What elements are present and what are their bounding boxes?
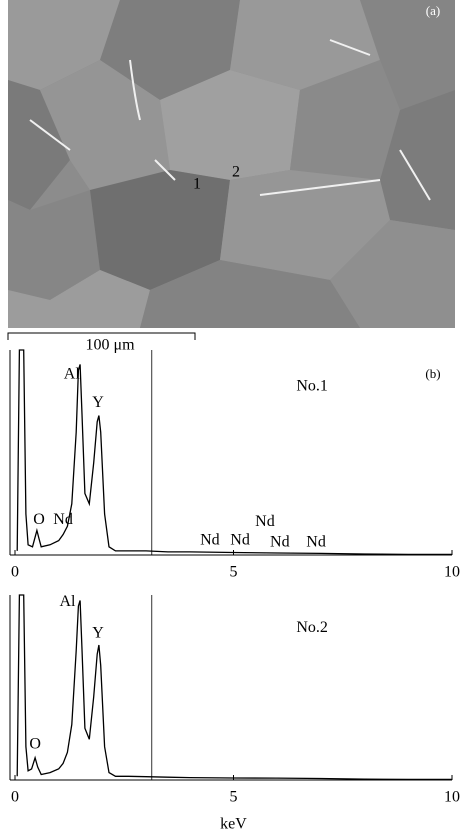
peak-label: Y <box>92 394 104 411</box>
x-tick-label: 10 <box>444 789 460 806</box>
x-tick-label: 5 <box>230 789 238 806</box>
panel-label: (b) <box>425 366 440 381</box>
peak-label: Nd <box>53 511 73 528</box>
point-marker: 2 <box>232 164 240 181</box>
peak-label: Nd <box>230 531 250 548</box>
sem-image <box>8 0 455 328</box>
peak-label: Al <box>59 593 76 610</box>
x-tick-label: 10 <box>444 564 460 581</box>
peak-label: O <box>33 511 45 528</box>
spectrum-line <box>16 594 452 781</box>
point-marker: 1 <box>193 176 201 193</box>
scale-bar-label: 100 μm <box>85 337 135 354</box>
peak-label: O <box>29 736 41 753</box>
peak-label: Y <box>92 625 104 642</box>
peak-label: Nd <box>255 513 275 530</box>
x-tick-label: 0 <box>11 789 19 806</box>
spectrum-title: No.1 <box>296 378 328 395</box>
peak-label: Nd <box>306 533 326 550</box>
peak-label: Al <box>64 365 81 382</box>
spectrum-line <box>16 349 452 556</box>
scale-bar <box>7 332 196 340</box>
spectrum-title: No.2 <box>296 619 328 636</box>
x-axis-label: keV <box>220 816 247 833</box>
x-tick-label: 0 <box>11 564 19 581</box>
peak-label: Nd <box>270 533 290 550</box>
x-tick-label: 5 <box>230 564 238 581</box>
peak-label: Nd <box>200 531 220 548</box>
panel-label: (a) <box>426 3 440 18</box>
